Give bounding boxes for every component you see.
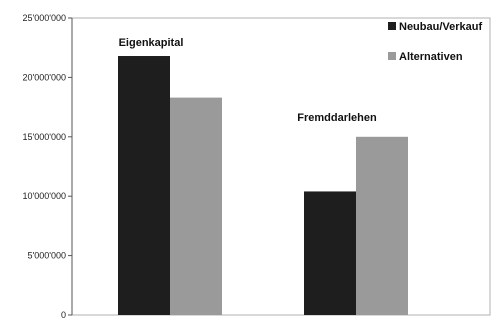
y-tick-label: 15'000'000	[23, 132, 66, 142]
legend: Neubau/Verkauf Alternativen	[388, 21, 482, 63]
y-tick-label: 20'000'000	[23, 72, 66, 82]
category-label: Fremddarlehen	[297, 112, 377, 124]
bar-neubau-verkauf-eigenkapital	[118, 56, 170, 316]
legend-swatch	[388, 52, 396, 60]
y-tick-label: 10'000'000	[23, 191, 66, 201]
legend-swatch	[388, 22, 396, 30]
legend-label: Neubau/Verkauf	[399, 21, 482, 33]
y-tick-label: 25'000'000	[23, 13, 66, 23]
bar-alternativen-fremddarlehen	[356, 136, 408, 315]
category-labels: Eigenkapital Fremddarlehen	[119, 37, 377, 124]
bars	[118, 56, 408, 316]
y-tick-label: 0	[61, 310, 66, 320]
y-axis: 0 5'000'000 10'000'000 15'000'000 20'000'000…	[23, 13, 73, 320]
bar-neubau-verkauf-fremddarlehen	[304, 191, 356, 315]
y-tick-label: 5'000'000	[28, 251, 66, 261]
bar-alternativen-eigenkapital	[170, 97, 222, 315]
legend-label: Alternativen	[399, 51, 463, 63]
category-label: Eigenkapital	[119, 37, 184, 49]
